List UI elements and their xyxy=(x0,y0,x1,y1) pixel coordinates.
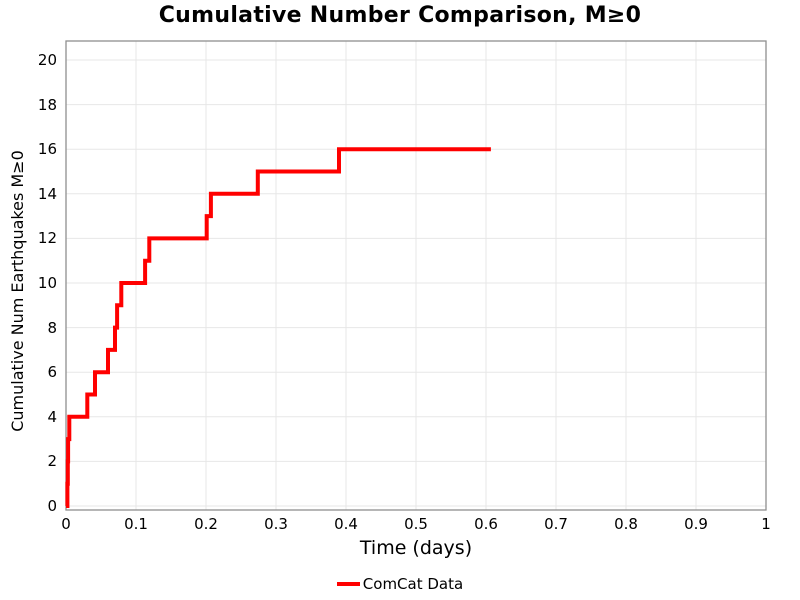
x-tick-label: 0.1 xyxy=(124,515,148,533)
y-tick-label: 4 xyxy=(47,407,57,426)
chart-title: Cumulative Number Comparison, M≥0 xyxy=(158,3,642,28)
y-tick-label: 10 xyxy=(37,274,57,292)
x-tick-label: 0.2 xyxy=(194,515,218,533)
x-tick-label: 0.5 xyxy=(404,515,428,533)
x-tick-label: 0.9 xyxy=(684,515,708,533)
y-tick-label: 20 xyxy=(37,51,57,69)
y-tick-label: 16 xyxy=(37,140,57,159)
legend: ComCat Data xyxy=(0,575,800,593)
x-tick-label: 1 xyxy=(761,515,771,533)
x-tick-label: 0.3 xyxy=(264,515,288,533)
y-tick-label: 8 xyxy=(47,318,57,337)
y-tick-label: 18 xyxy=(37,95,57,114)
y-tick-label: 14 xyxy=(37,184,57,203)
y-tick-label: 12 xyxy=(37,229,57,248)
y-axis-label: Cumulative Num Earthquakes M≥0 xyxy=(8,150,27,432)
x-axis-label: Time (days) xyxy=(359,537,473,559)
x-tick-label: 0 xyxy=(61,515,71,533)
x-tick-label: 0.7 xyxy=(544,515,568,533)
y-tick-label: 0 xyxy=(47,497,57,515)
x-tick-label: 0.6 xyxy=(474,515,498,533)
legend-line-swatch xyxy=(336,582,360,586)
legend-label: ComCat Data xyxy=(362,575,464,593)
y-tick-label: 6 xyxy=(47,363,57,382)
series-comcat-line xyxy=(65,147,491,508)
y-tick-label: 2 xyxy=(47,452,57,471)
x-tick-label: 0.4 xyxy=(334,515,358,533)
x-tick-label: 0.8 xyxy=(614,515,638,533)
